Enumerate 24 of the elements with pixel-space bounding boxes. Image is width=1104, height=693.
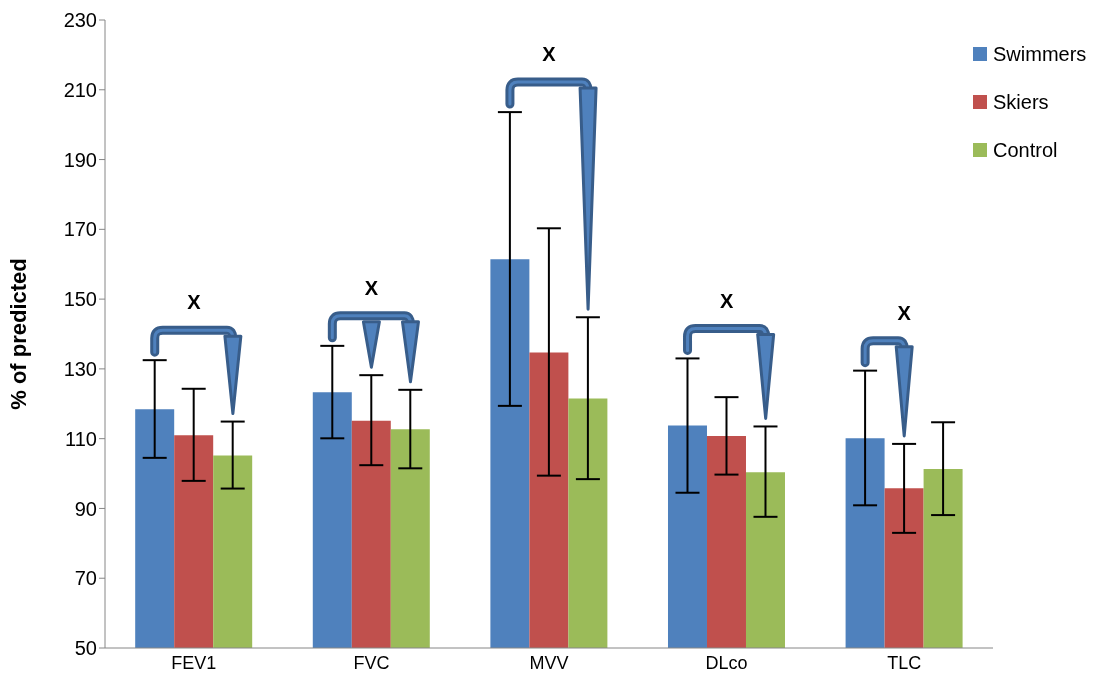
x-tick-label: DLco	[705, 652, 748, 673]
x-tick-label: MVV	[529, 652, 569, 673]
annotation: X	[897, 301, 912, 324]
x-tick-label: FVC	[353, 652, 390, 673]
annotation: X	[187, 291, 202, 314]
y-tick-label: 230	[63, 9, 97, 32]
y-tick-label: 70	[74, 567, 97, 590]
y-tick-label: 110	[65, 427, 97, 450]
y-tick-label: 50	[74, 637, 97, 660]
annotation: X	[719, 289, 734, 312]
y-tick-label: 150	[63, 288, 97, 311]
legend-label: Control	[993, 138, 1058, 162]
annotation: X	[542, 43, 557, 66]
y-tick-label: 130	[63, 357, 97, 380]
y-tick-label: 170	[63, 218, 97, 241]
y-tick-label: 190	[63, 148, 97, 171]
x-tick-label: TLC	[887, 652, 922, 673]
y-tick-label: 90	[74, 497, 97, 520]
legend-label: Swimmers	[993, 42, 1087, 66]
legend-label: Skiers	[993, 90, 1049, 114]
y-tick-label: 210	[63, 78, 97, 101]
annotation: X	[364, 277, 379, 300]
y-axis-title: % of predicted	[5, 258, 31, 410]
x-tick-label: FEV1	[171, 652, 217, 673]
